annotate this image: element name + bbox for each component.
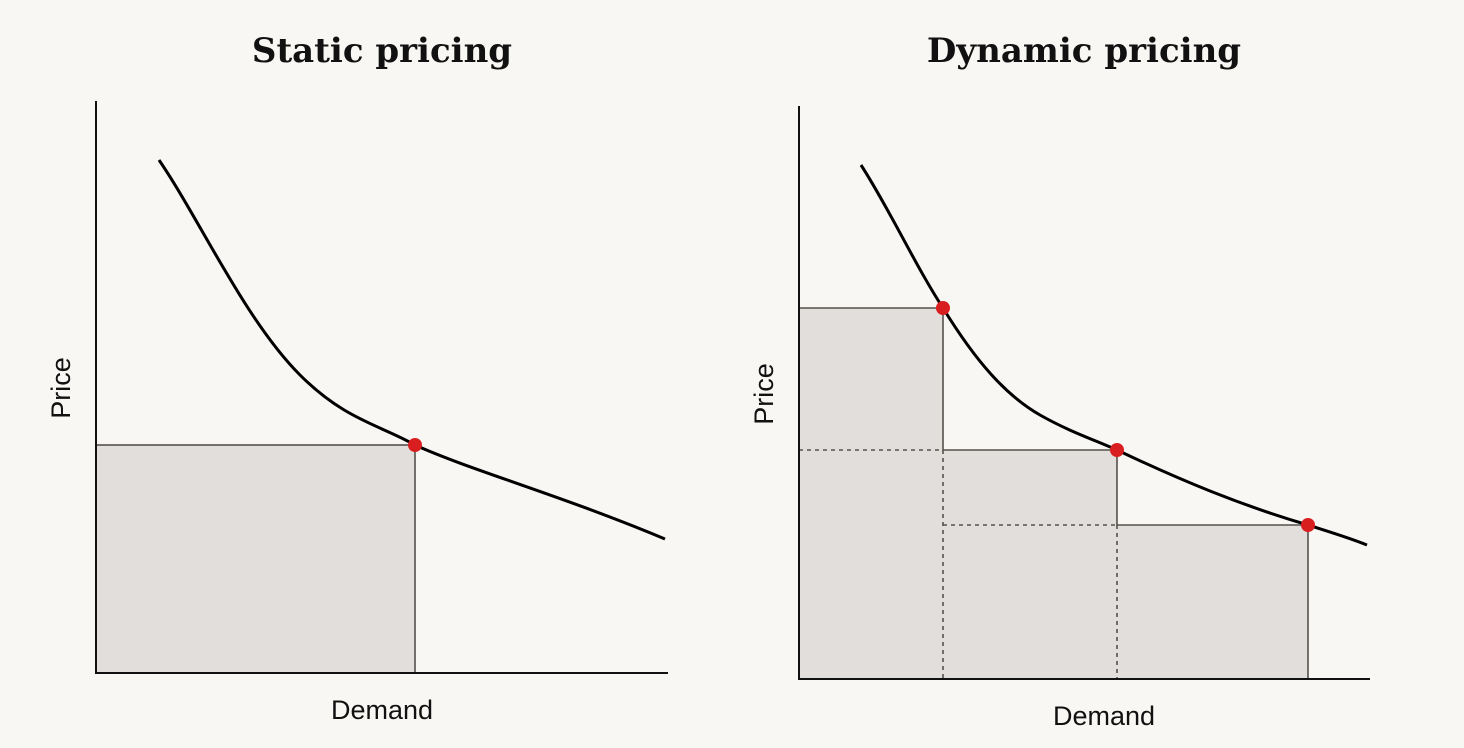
dynamic-price-point-mid xyxy=(1110,443,1124,457)
static-y-axis-label: Price xyxy=(46,357,76,419)
static-demand-curve xyxy=(157,159,666,541)
static-x-axis-label: Demand xyxy=(331,695,433,725)
static-pricing-title: Static pricing xyxy=(252,31,512,71)
static-price-point xyxy=(408,438,422,452)
dynamic-pricing-panel: Dynamic pricing Demand Price xyxy=(749,31,1370,731)
dynamic-revenue-area xyxy=(798,307,1309,680)
dynamic-x-axis-label: Demand xyxy=(1053,701,1155,731)
dynamic-demand-curve xyxy=(859,164,1368,547)
static-revenue-area xyxy=(95,444,416,674)
static-axes xyxy=(95,101,668,674)
static-pricing-panel: Static pricing Demand Price xyxy=(46,31,668,725)
dynamic-price-point-low xyxy=(1301,518,1315,532)
dynamic-y-axis-label: Price xyxy=(749,363,779,425)
dynamic-guide-lines xyxy=(799,449,1118,679)
dynamic-axes xyxy=(798,106,1370,680)
dynamic-price-point-high xyxy=(936,301,950,315)
dynamic-pricing-title: Dynamic pricing xyxy=(927,31,1241,71)
